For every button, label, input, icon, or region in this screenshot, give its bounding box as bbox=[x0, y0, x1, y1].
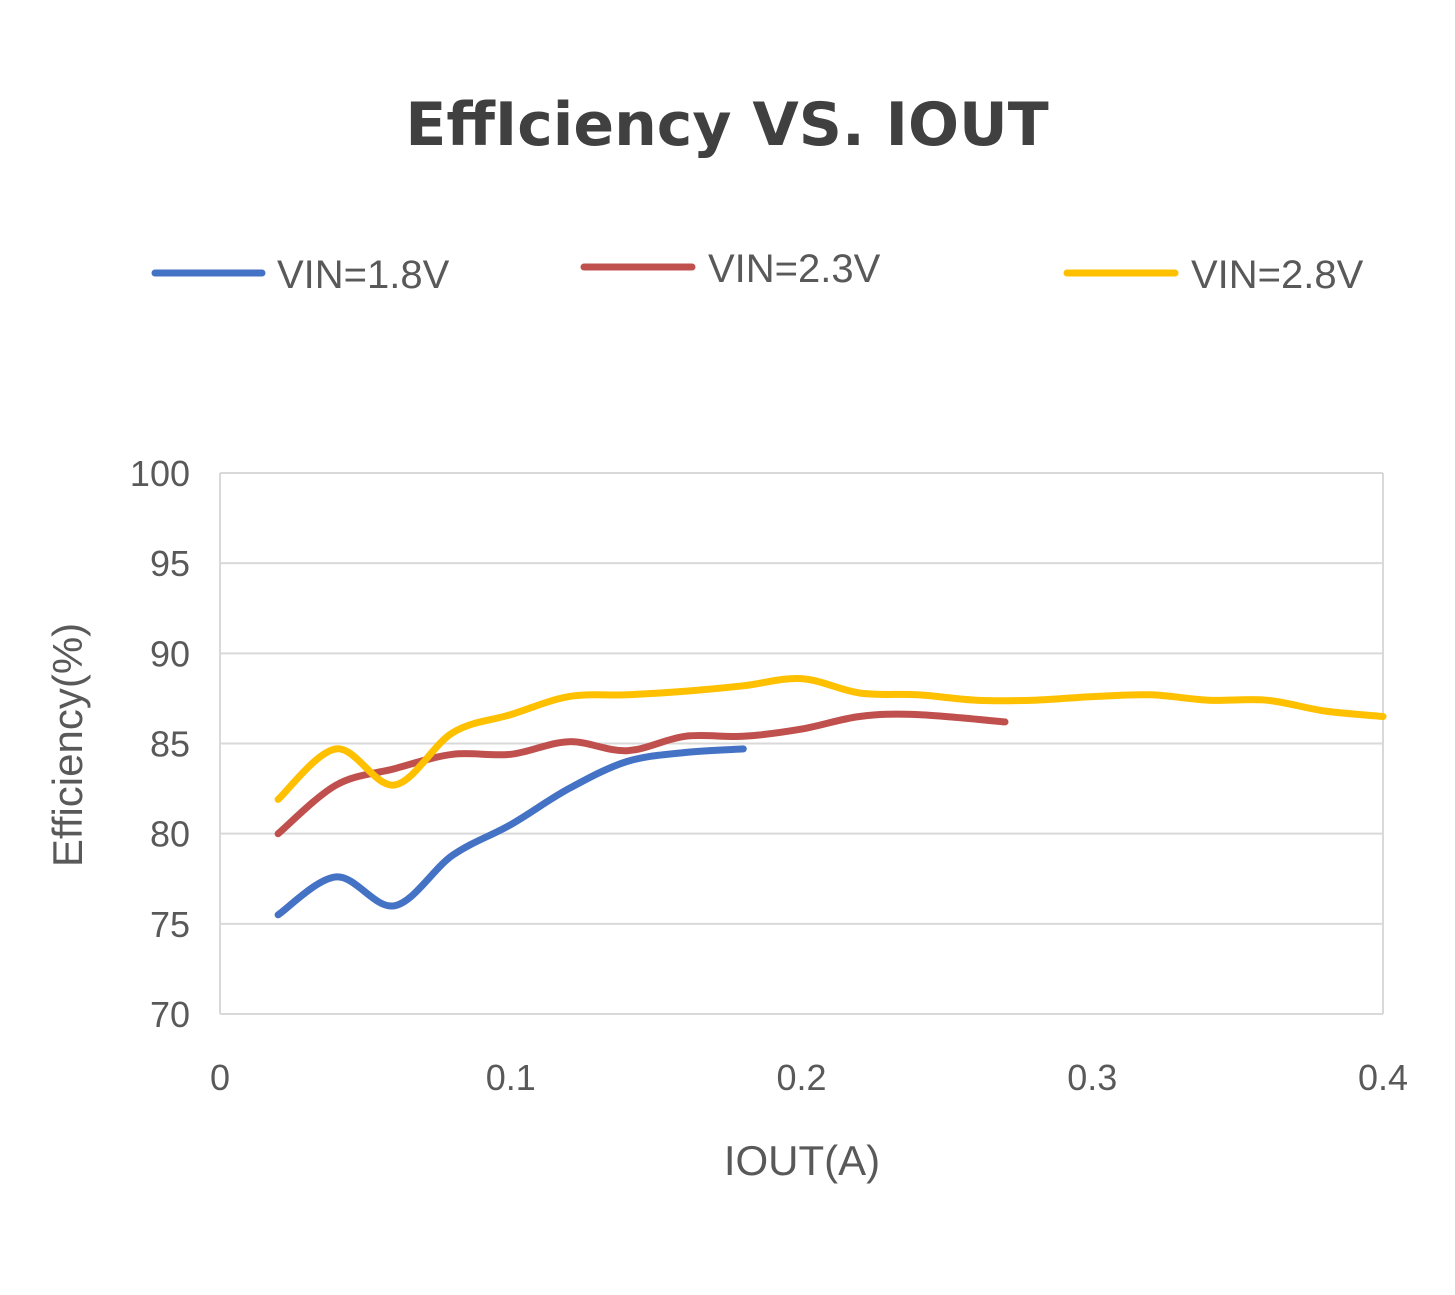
grid bbox=[219, 472, 1384, 1015]
x-tick-label: 0 bbox=[210, 1057, 230, 1098]
series-line-3 bbox=[274, 674, 1387, 803]
series-line-1 bbox=[274, 745, 747, 919]
series-line-2 bbox=[274, 710, 1009, 838]
x-tick-label: 0.2 bbox=[776, 1057, 826, 1098]
series-group bbox=[274, 674, 1387, 919]
y-tick-label: 70 bbox=[150, 994, 190, 1035]
y-tick-label: 95 bbox=[150, 543, 190, 584]
y-axis-ticks: 70 75 80 85 90 95 100 bbox=[130, 453, 190, 1035]
legend: VIN=1.8V VIN=2.3V VIN=2.8V bbox=[151, 247, 1364, 297]
y-tick-label: 90 bbox=[150, 633, 190, 674]
y-tick-label: 85 bbox=[150, 724, 190, 765]
y-tick-label: 100 bbox=[130, 453, 190, 494]
y-tick-label: 75 bbox=[150, 904, 190, 945]
legend-label-1: VIN=1.8V bbox=[277, 253, 450, 297]
legend-label-2: VIN=2.3V bbox=[708, 247, 881, 291]
y-axis-label: Efficiency(%) bbox=[44, 623, 91, 867]
chart-title: EffIciency VS. IOUT bbox=[405, 90, 1048, 160]
x-axis-ticks: 0 0.1 0.2 0.3 0.4 bbox=[210, 1057, 1408, 1098]
x-axis-label: IOUT(A) bbox=[724, 1137, 880, 1184]
x-tick-label: 0.4 bbox=[1358, 1057, 1408, 1098]
y-tick-label: 80 bbox=[150, 814, 190, 855]
x-tick-label: 0.3 bbox=[1067, 1057, 1117, 1098]
x-tick-label: 0.1 bbox=[486, 1057, 536, 1098]
legend-label-3: VIN=2.8V bbox=[1191, 253, 1364, 297]
